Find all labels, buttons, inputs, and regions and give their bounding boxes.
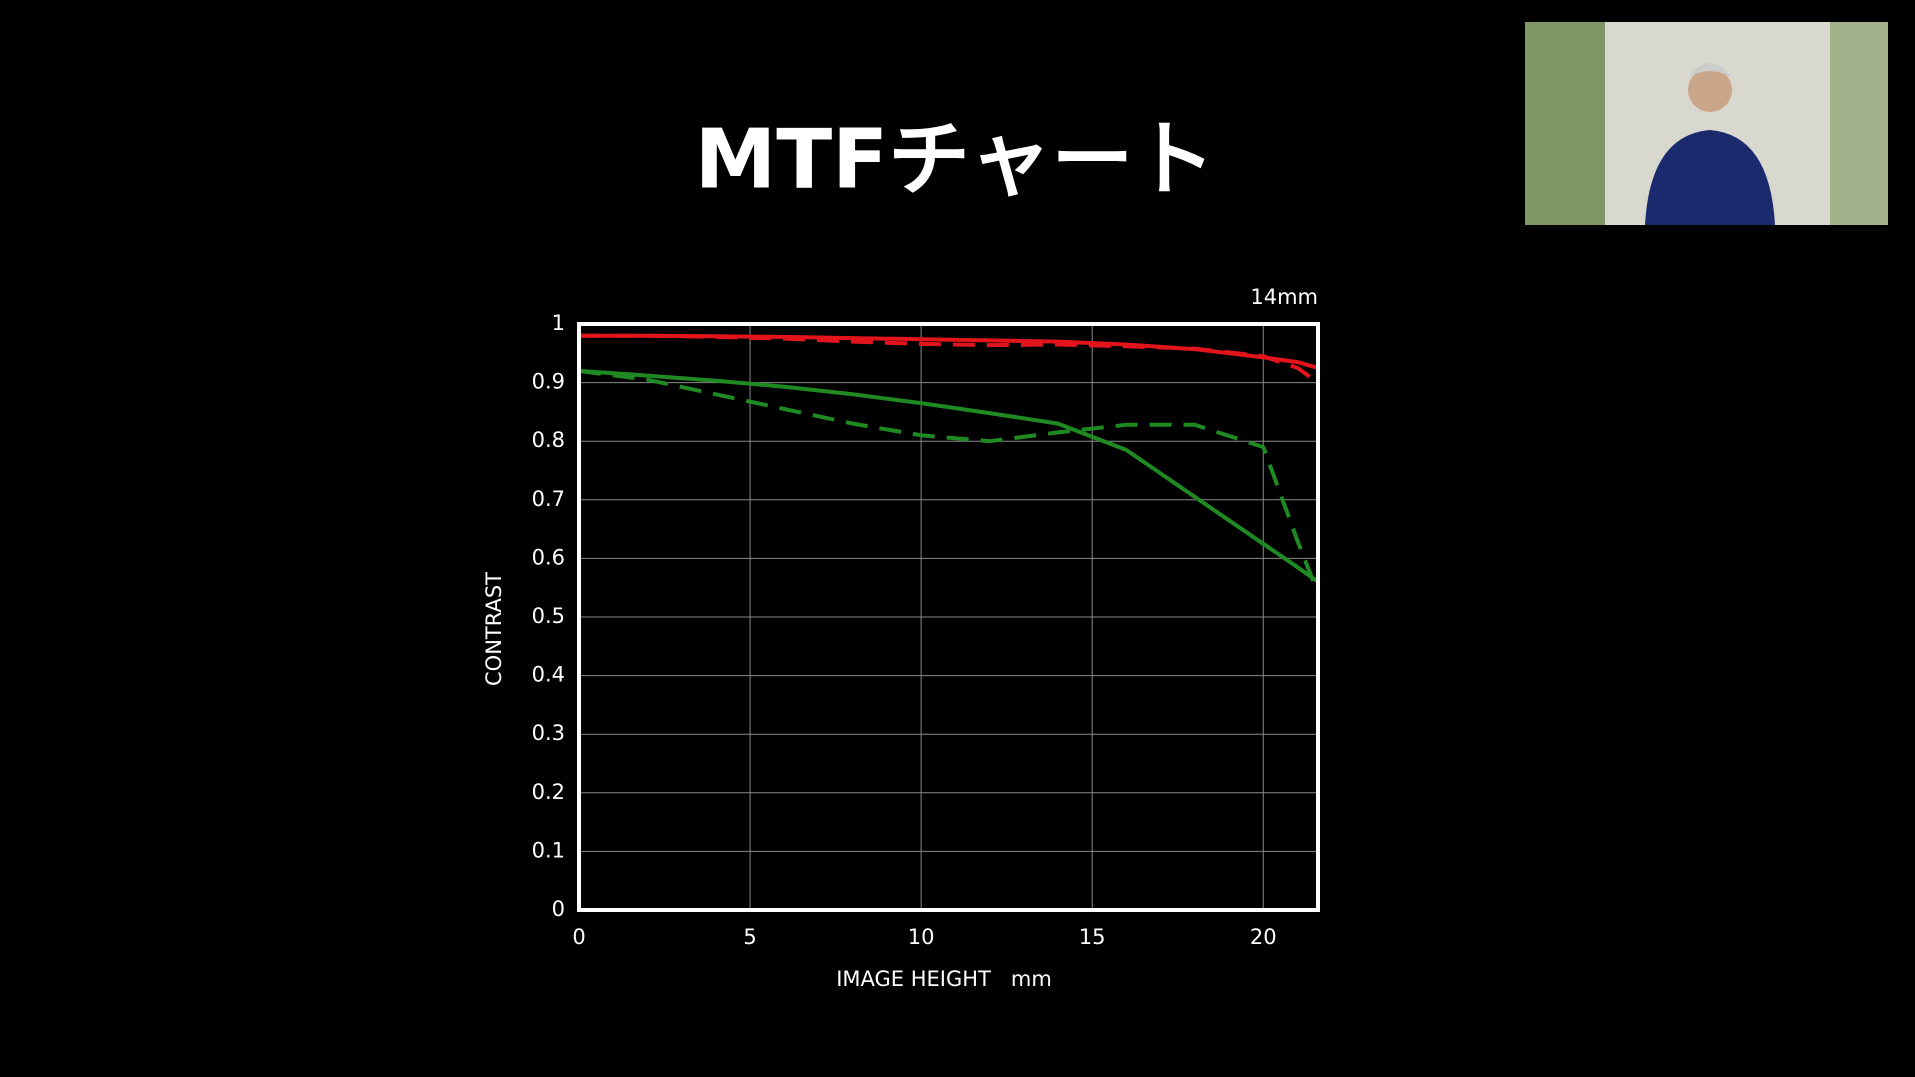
chart-title: MTFチャート [695, 112, 1216, 207]
y-tick-label: 1 [552, 311, 565, 335]
series-line [579, 333, 1320, 385]
plot-frame [577, 322, 1320, 912]
x-tick-label: 0 [572, 925, 585, 949]
y-tick-label: 0 [552, 897, 565, 921]
y-axis-label: CONTRAST [482, 572, 506, 686]
y-tick-label: 0.1 [532, 838, 565, 862]
series-line [578, 368, 1320, 595]
series-line [578, 368, 1320, 584]
x-tick-label: 5 [743, 925, 756, 949]
y-tick-label: 0.7 [532, 487, 565, 511]
y-tick-label: 0.3 [532, 721, 565, 745]
y-tick-label: 0.8 [532, 428, 565, 452]
x-tick-label: 20 [1250, 925, 1277, 949]
annotation: 14mm [1250, 285, 1318, 309]
x-tick-label: 10 [908, 925, 935, 949]
x-tick-label: 15 [1079, 925, 1106, 949]
y-tick-label: 0.2 [532, 780, 565, 804]
y-tick-label: 0.6 [532, 545, 565, 569]
y-tick-label: 0.5 [532, 604, 565, 628]
x-axis-label: IMAGE HEIGHT mm [836, 967, 1052, 991]
y-tick-label: 0.9 [532, 370, 565, 394]
y-tick-label: 0.4 [532, 663, 565, 687]
webcam [1525, 22, 1888, 225]
